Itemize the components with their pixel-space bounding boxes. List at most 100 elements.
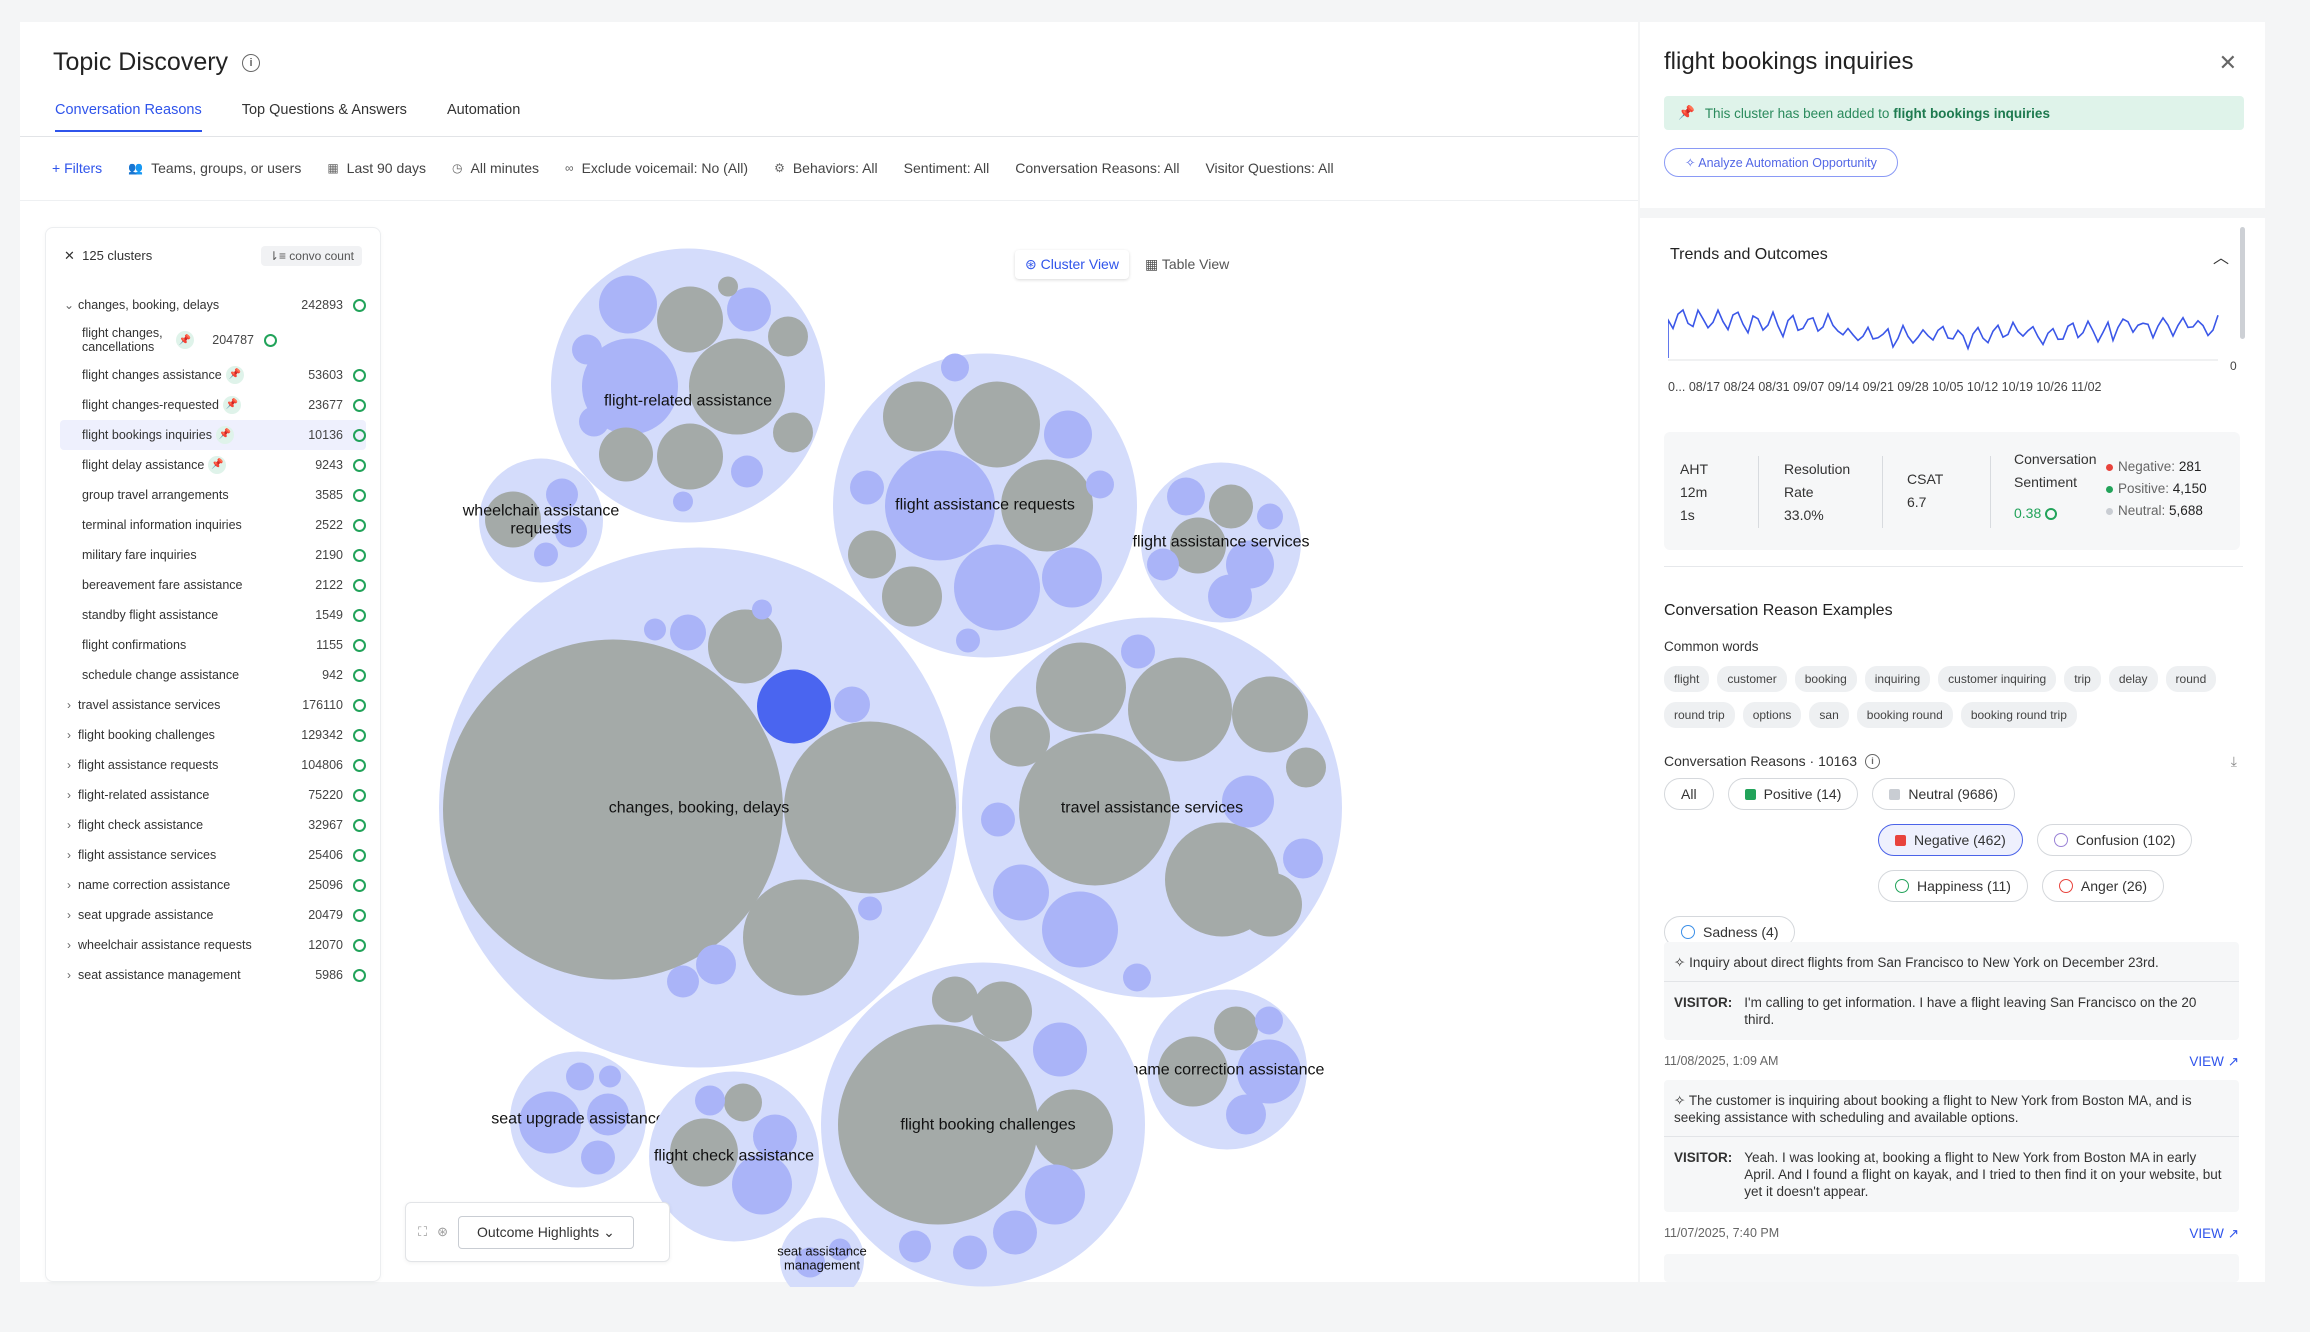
filter-confusion[interactable]: Confusion (102) bbox=[2036, 824, 2193, 856]
chevron-down-icon[interactable]: ⌄ bbox=[63, 298, 75, 312]
chevron-up-icon[interactable]: ︿ bbox=[2212, 250, 2229, 267]
word-chip[interactable]: booking bbox=[1794, 666, 1857, 692]
chevron-right-icon[interactable]: › bbox=[67, 908, 71, 922]
table-view-button[interactable]: ▦ Table View bbox=[1135, 250, 1239, 279]
voicemail-filter[interactable]: ∞ Exclude voicemail: No (All) bbox=[565, 160, 748, 176]
close-icon[interactable]: ✕ bbox=[2218, 50, 2237, 75]
filter-anger[interactable]: Anger (26) bbox=[2041, 870, 2165, 902]
bubble-selected-flight-bookings-inquiries[interactable] bbox=[757, 669, 831, 744]
chevron-right-icon[interactable]: › bbox=[67, 698, 71, 712]
cluster-row[interactable]: › seat upgrade assistance 20479 bbox=[60, 900, 366, 930]
cluster-row[interactable]: ⌄ changes, booking, delays 242893 bbox=[60, 290, 366, 320]
bubble-sub bbox=[768, 316, 808, 357]
cluster-label-wrap: flight changes assistance 📌 bbox=[82, 366, 283, 384]
cluster-view-icon: ⊛ bbox=[1025, 256, 1041, 272]
info-icon[interactable]: i bbox=[1865, 753, 1881, 769]
cluster-row[interactable]: › travel assistance services 176110 bbox=[60, 690, 366, 720]
add-filters-button[interactable]: + Filters bbox=[52, 160, 103, 176]
filter-divider bbox=[20, 200, 1638, 201]
csat-value: 6.7 bbox=[1907, 494, 1927, 510]
word-chip[interactable]: booking round bbox=[1856, 702, 1953, 728]
cluster-row[interactable]: flight confirmations 1155 bbox=[60, 630, 366, 660]
chevron-right-icon[interactable]: › bbox=[67, 878, 71, 892]
cluster-row[interactable]: › flight booking challenges 129342 bbox=[60, 720, 366, 750]
cluster-view-button[interactable]: ⊛ Cluster View bbox=[1015, 250, 1129, 279]
bubble-sub bbox=[519, 1091, 581, 1154]
filter-negative[interactable]: Negative (462) bbox=[1878, 824, 2023, 856]
behaviors-filter[interactable]: ⚙ Behaviors: All bbox=[774, 160, 878, 176]
bubble-sub bbox=[1170, 517, 1226, 574]
cluster-row[interactable]: › name correction assistance 25096 bbox=[60, 870, 366, 900]
cluster-row[interactable]: terminal information inquiries 2522 bbox=[60, 510, 366, 540]
cluster-row-selected[interactable]: flight bookings inquiries 📌 10136 bbox=[60, 420, 366, 450]
minutes-filter[interactable]: ◷ All minutes bbox=[452, 160, 539, 176]
word-chip[interactable]: flight bbox=[1664, 666, 1710, 692]
cluster-row[interactable]: standby flight assistance 1549 bbox=[60, 600, 366, 630]
word-chip[interactable]: booking round trip bbox=[1960, 702, 2077, 728]
cluster-row[interactable]: flight delay assistance 📌 9243 bbox=[60, 450, 366, 480]
pin-icon[interactable]: 📌 bbox=[176, 331, 194, 349]
cluster-row[interactable]: › flight check assistance 32967 bbox=[60, 810, 366, 840]
word-chip[interactable]: customer bbox=[1717, 666, 1787, 692]
cluster-row[interactable]: › flight assistance requests 104806 bbox=[60, 750, 366, 780]
word-chip[interactable]: trip bbox=[2064, 666, 2101, 692]
chevron-right-icon[interactable]: › bbox=[67, 758, 71, 772]
cluster-row[interactable]: › wheelchair assistance requests 12070 bbox=[60, 930, 366, 960]
cluster-bubble-chart[interactable]: flight-related assistance wheelchair ass… bbox=[400, 232, 1400, 1287]
view-link[interactable]: VIEW ↗ bbox=[2189, 1226, 2239, 1242]
word-chip[interactable]: customer inquiring bbox=[1938, 666, 2057, 692]
cluster-row[interactable]: › flight-related assistance 75220 bbox=[60, 780, 366, 810]
word-chip[interactable]: round trip bbox=[1664, 702, 1735, 728]
visitor-text: I'm calling to get information. I have a… bbox=[1744, 995, 2197, 1027]
visitor-filter[interactable]: Visitor Questions: All bbox=[1205, 160, 1334, 176]
filter-neutral[interactable]: Neutral (9686) bbox=[1872, 778, 2015, 810]
cluster-row[interactable]: bereavement fare assistance 2122 bbox=[60, 570, 366, 600]
status-ring-icon bbox=[353, 298, 366, 312]
cluster-row[interactable]: flight changes assistance 📌 53603 bbox=[60, 360, 366, 390]
word-chip[interactable]: options bbox=[1742, 702, 1802, 728]
cluster-icon[interactable]: ⊛ bbox=[437, 1224, 449, 1239]
chevron-right-icon[interactable]: › bbox=[67, 848, 71, 862]
filter-happiness[interactable]: Happiness (11) bbox=[1878, 870, 2028, 902]
chevron-right-icon[interactable]: › bbox=[67, 818, 71, 832]
anger-icon bbox=[2058, 879, 2073, 893]
chevron-right-icon[interactable]: › bbox=[67, 788, 71, 802]
info-icon[interactable]: i bbox=[242, 53, 261, 72]
word-chip[interactable]: inquiring bbox=[1864, 666, 1931, 692]
word-chip[interactable]: round bbox=[2165, 666, 2217, 692]
filter-all[interactable]: All bbox=[1664, 778, 1714, 810]
cluster-row[interactable]: flight changes, cancellations 📌 204787 bbox=[60, 320, 366, 360]
download-icon[interactable]: ⤓ bbox=[2230, 753, 2237, 769]
pin-icon[interactable]: 📌 bbox=[225, 366, 244, 384]
tab-conversation-reasons[interactable]: Conversation Reasons bbox=[55, 102, 202, 132]
word-chip[interactable]: delay bbox=[2108, 666, 2158, 692]
sentiment-filter[interactable]: Sentiment: All bbox=[903, 160, 990, 176]
date-filter[interactable]: ▦ Last 90 days bbox=[327, 160, 426, 176]
cluster-row[interactable]: › flight assistance services 25406 bbox=[60, 840, 366, 870]
sort-convo-count-button[interactable]: ⇂≡ convo count bbox=[260, 246, 362, 266]
scrollbar[interactable] bbox=[2240, 227, 2245, 339]
chevron-right-icon[interactable]: › bbox=[67, 938, 71, 952]
collapse-clusters[interactable]: ✕ 125 clusters bbox=[64, 248, 152, 264]
cluster-row[interactable]: group travel arrangements 3585 bbox=[60, 480, 366, 510]
bubble-sub bbox=[1019, 733, 1171, 886]
cluster-row[interactable]: › seat assistance management 5986 bbox=[60, 960, 366, 990]
cluster-row[interactable]: flight changes-requested 📌 23677 bbox=[60, 390, 366, 420]
chevron-right-icon[interactable]: › bbox=[67, 968, 71, 982]
pin-icon[interactable]: 📌 bbox=[208, 456, 227, 474]
tab-automation[interactable]: Automation bbox=[446, 102, 521, 118]
analyze-automation-button[interactable]: ✧ Analyze Automation Opportunity bbox=[1664, 148, 1898, 177]
cluster-row[interactable]: schedule change assistance 942 bbox=[60, 660, 366, 690]
teams-filter[interactable]: 👥 Teams, groups, or users bbox=[128, 160, 301, 176]
fit-view-icon[interactable]: ⛶ bbox=[418, 1224, 428, 1239]
pin-icon[interactable]: 📌 bbox=[215, 426, 234, 444]
reasons-filter[interactable]: Conversation Reasons: All bbox=[1015, 160, 1180, 176]
outcome-highlights-dropdown[interactable]: Outcome Highlights ⌄ bbox=[458, 1215, 634, 1249]
filter-positive[interactable]: Positive (14) bbox=[1727, 778, 1859, 810]
pin-icon[interactable]: 📌 bbox=[222, 396, 241, 414]
word-chip[interactable]: san bbox=[1809, 702, 1849, 728]
view-link[interactable]: VIEW ↗ bbox=[2189, 1054, 2239, 1070]
cluster-row[interactable]: military fare inquiries 2190 bbox=[60, 540, 366, 570]
tab-top-questions[interactable]: Top Questions & Answers bbox=[241, 102, 407, 118]
chevron-right-icon[interactable]: › bbox=[67, 728, 71, 742]
